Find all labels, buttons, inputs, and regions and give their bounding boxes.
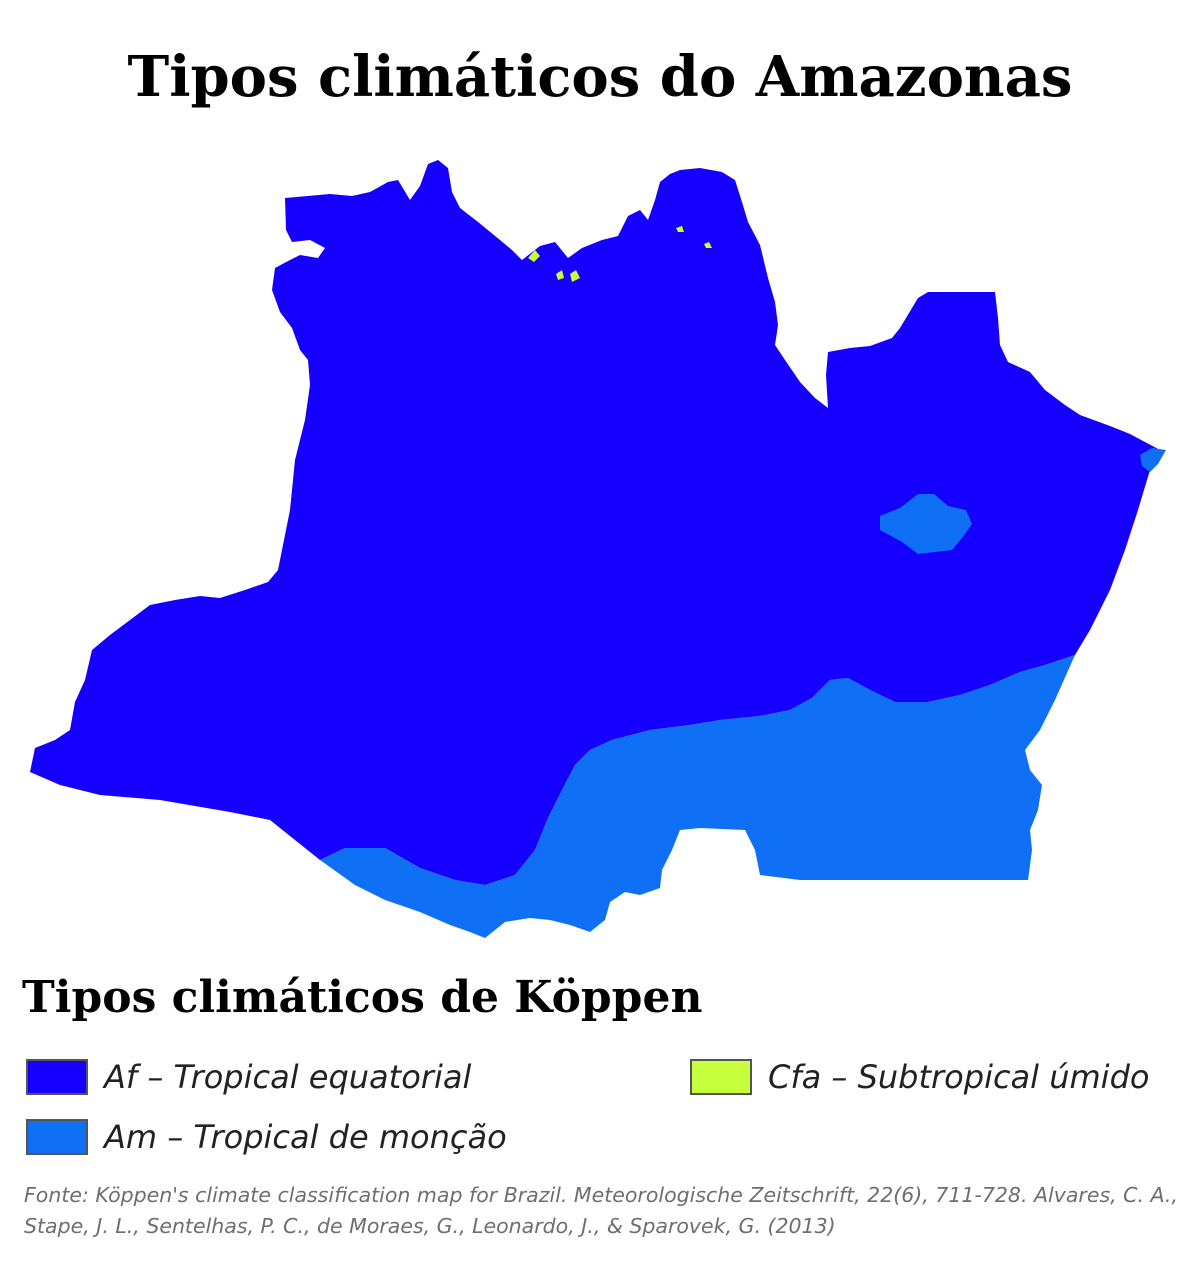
region-cfa-5 bbox=[704, 242, 712, 248]
legend-title: Tipos climáticos de Köppen bbox=[22, 972, 703, 1023]
legend-label-af: Af – Tropical equatorial bbox=[104, 1058, 472, 1096]
legend-swatch-af bbox=[26, 1059, 88, 1095]
region-af bbox=[30, 160, 1160, 885]
region-cfa-2 bbox=[556, 270, 564, 280]
legend-label-am: Am – Tropical de monção bbox=[104, 1118, 507, 1156]
legend-item-am: Am – Tropical de monção bbox=[26, 1118, 507, 1156]
legend-swatch-am bbox=[26, 1119, 88, 1155]
region-am-south bbox=[320, 655, 1075, 938]
region-cfa-1 bbox=[528, 250, 540, 262]
region-cfa-4 bbox=[676, 226, 684, 232]
legend-label-cfa: Cfa – Subtropical úmido bbox=[768, 1058, 1150, 1096]
map-title: Tipos climáticos do Amazonas bbox=[127, 44, 1073, 110]
source-citation: Fonte: Köppen's climate classification m… bbox=[24, 1183, 1178, 1238]
legend-swatch-cfa bbox=[690, 1059, 752, 1095]
legend-item-cfa: Cfa – Subtropical úmido bbox=[690, 1058, 1149, 1096]
region-am-central bbox=[880, 494, 972, 554]
amazonas-climate-map bbox=[30, 160, 1166, 938]
region-am-northeast bbox=[1140, 448, 1166, 472]
legend-item-af: Af – Tropical equatorial bbox=[26, 1058, 471, 1096]
region-cfa-3 bbox=[570, 270, 580, 282]
